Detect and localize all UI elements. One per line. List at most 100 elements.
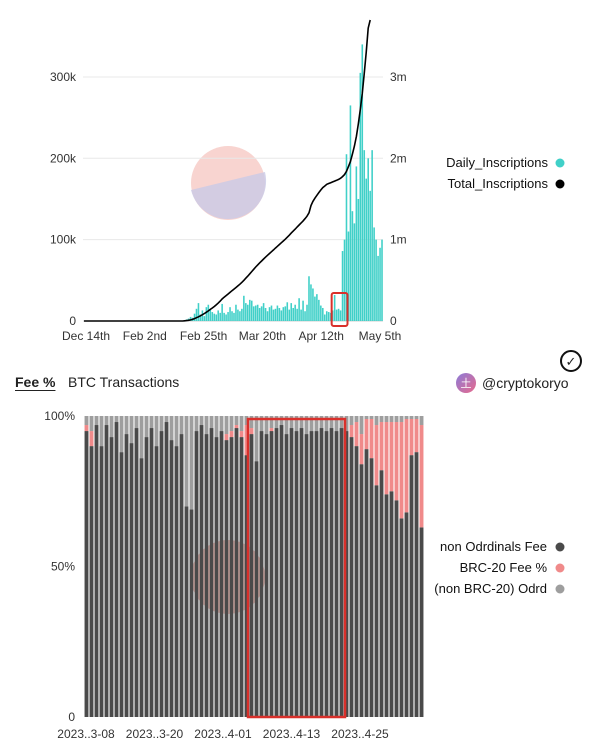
x-tick-label: 2023..4-25 (331, 727, 389, 741)
bar-segment (99, 446, 104, 717)
bar-segment (139, 458, 144, 717)
bar-daily-inscriptions (203, 316, 206, 321)
bar-segment (374, 485, 379, 717)
bar-segment (269, 431, 274, 717)
bar-segment (154, 416, 159, 447)
watermark-logo-part (191, 172, 267, 220)
bar-segment (94, 416, 99, 426)
bar-daily-inscriptions (337, 308, 340, 321)
y-left-tick-label: 0 (69, 314, 76, 328)
legend-label: BRC-20 Fee % (460, 560, 548, 575)
bar-segment (249, 428, 254, 435)
bar-segment (324, 431, 329, 717)
bar-segment (104, 425, 109, 717)
bar-segment (184, 506, 189, 717)
bar-daily-inscriptions (318, 299, 320, 321)
bar-segment (139, 416, 144, 459)
bar-segment (259, 431, 264, 717)
bar-segment (89, 446, 94, 717)
bar-segment (394, 500, 399, 717)
bar-daily-inscriptions (264, 307, 267, 321)
bar-daily-inscriptions (211, 312, 214, 321)
bar-segment (189, 416, 194, 510)
bar-daily-inscriptions (367, 158, 369, 321)
bar-segment (414, 416, 419, 420)
bar-segment (224, 416, 229, 435)
bar-segment (334, 431, 339, 717)
bar-segment (409, 416, 414, 420)
bar-segment (399, 416, 404, 423)
bar-segment (219, 431, 224, 717)
bar-segment (169, 416, 174, 441)
bar-segment (179, 416, 184, 435)
bar-daily-inscriptions (268, 307, 271, 321)
bar-daily-inscriptions (320, 305, 322, 321)
bar-segment (84, 431, 89, 717)
bar-daily-inscriptions (351, 211, 354, 321)
legend-marker (555, 563, 565, 573)
bar-segment (329, 416, 334, 429)
bar-daily-inscriptions (205, 307, 208, 321)
bar-segment (374, 425, 379, 486)
bar-segment (364, 419, 369, 450)
legend-marker (555, 584, 565, 594)
y-right-tick-label: 0 (390, 314, 397, 328)
bar-segment (144, 416, 149, 438)
bar-segment (119, 416, 124, 453)
legend-marker (555, 158, 565, 168)
y-right-tick-label: 3m (390, 70, 407, 84)
bar-daily-inscriptions (371, 150, 373, 321)
bar-daily-inscriptions (223, 312, 225, 321)
bar-segment (229, 431, 234, 438)
bar-daily-inscriptions (221, 303, 223, 321)
bar-segment (284, 416, 289, 435)
bar-segment (389, 422, 394, 492)
check-icon[interactable]: ✓ (560, 350, 582, 372)
highlight-box (330, 292, 349, 327)
bar-segment (314, 431, 319, 717)
bar-segment (374, 416, 379, 426)
bar-daily-inscriptions (286, 302, 289, 321)
bar-daily-inscriptions (235, 304, 237, 321)
bar-daily-inscriptions (282, 307, 285, 321)
bar-segment (359, 464, 364, 717)
bar-segment (234, 428, 239, 717)
bar-segment (99, 416, 104, 447)
x-tick-label: 2023..3-20 (126, 727, 184, 741)
bar-daily-inscriptions (262, 303, 265, 321)
tab-fee-percent[interactable]: Fee % (15, 374, 56, 390)
bar-segment (304, 434, 309, 717)
bar-segment (384, 416, 389, 423)
bar-segment (154, 446, 159, 717)
bar-segment (264, 434, 269, 717)
bar-segment (264, 416, 269, 435)
bar-daily-inscriptions (247, 304, 249, 321)
bar-daily-inscriptions (270, 305, 273, 321)
bar-segment (134, 416, 139, 429)
bar-daily-inscriptions (217, 310, 219, 321)
bar-daily-inscriptions (308, 276, 310, 321)
x-tick-label: May 5th (359, 329, 402, 343)
bar-daily-inscriptions (312, 288, 314, 321)
bar-segment (384, 422, 389, 495)
bar-segment (244, 455, 249, 717)
bar-segment (204, 416, 209, 435)
x-tick-label: 2023..3-08 (57, 727, 115, 741)
bar-segment (309, 416, 314, 432)
bar-daily-inscriptions (290, 303, 293, 321)
bar-segment (414, 452, 419, 717)
bar-segment (354, 416, 359, 423)
bar-daily-inscriptions (233, 312, 235, 321)
bar-daily-inscriptions (300, 309, 302, 321)
bar-segment (194, 416, 199, 432)
bar-segment (269, 428, 274, 432)
bar-segment (369, 458, 374, 717)
legend-marker (555, 542, 565, 552)
bar-segment (364, 449, 369, 717)
author-badge[interactable]: 土 @cryptokoryo (456, 373, 569, 393)
tab-btc-transactions[interactable]: BTC Transactions (68, 374, 180, 390)
bar-daily-inscriptions (379, 247, 381, 321)
bar-segment (369, 419, 374, 459)
